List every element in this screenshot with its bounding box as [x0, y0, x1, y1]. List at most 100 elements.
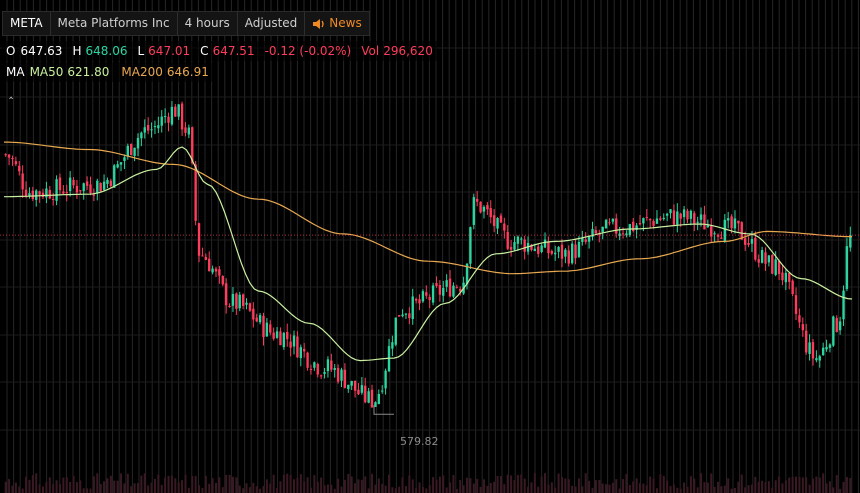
volume-bar	[795, 476, 798, 493]
interval-selector[interactable]: 4 hours	[178, 12, 238, 35]
candle-body	[482, 206, 486, 212]
ohlc-readout: O 647.63 H 648.06 L 647.01 C 647.51 -0.1…	[2, 41, 437, 61]
volume-bar	[225, 474, 228, 493]
volume-bar	[282, 474, 285, 493]
candle-body	[340, 369, 343, 381]
volume-bar	[486, 485, 489, 493]
news-button[interactable]: News	[305, 12, 368, 35]
candle-body	[21, 173, 24, 190]
volume-bar	[679, 488, 682, 493]
candle-body	[570, 243, 574, 264]
candle-body	[65, 192, 68, 194]
candle-body	[411, 296, 414, 320]
candle-body	[197, 223, 201, 256]
candle-body	[611, 218, 615, 222]
volume-bar	[299, 474, 302, 493]
volume-bar	[255, 486, 258, 493]
volume-bar	[767, 481, 770, 493]
ticker-symbol[interactable]: META	[3, 12, 51, 35]
volume-bar	[533, 473, 536, 493]
volume-bar	[455, 488, 458, 493]
candle-body	[455, 286, 459, 288]
candle-body	[384, 370, 387, 389]
candle-body	[265, 322, 269, 337]
volume-bar	[655, 488, 658, 493]
ma200-value: 646.91	[166, 65, 209, 79]
volume-bar	[513, 480, 516, 493]
candle-body	[177, 104, 180, 117]
volume-bar	[554, 487, 557, 493]
candle-body	[794, 295, 798, 314]
volume-bar	[391, 487, 394, 493]
volume-bar	[584, 473, 587, 493]
candle-body	[96, 180, 99, 194]
volume-bar	[35, 473, 38, 493]
volume-bar	[415, 488, 418, 493]
volume-bar	[306, 477, 309, 493]
volume-bar	[442, 475, 445, 493]
volume-bar	[581, 486, 584, 493]
candle-body	[835, 318, 838, 333]
candle-body	[180, 103, 184, 130]
candle-body	[184, 127, 187, 133]
volume-bar	[248, 487, 251, 493]
volume-bar	[208, 483, 211, 493]
volume-bar	[303, 481, 306, 493]
candle-body	[45, 188, 48, 198]
candle-body	[350, 380, 353, 386]
candle-body	[41, 192, 45, 197]
candle-body	[224, 283, 228, 306]
candle-body	[150, 129, 153, 131]
volume-bar	[157, 474, 160, 493]
volume-bar	[845, 476, 848, 493]
volume-bar	[221, 487, 224, 493]
adjustment-toggle[interactable]: Adjusted	[238, 12, 306, 35]
candle-body	[608, 222, 611, 224]
volume-bar	[832, 487, 835, 493]
volume-bar	[357, 479, 360, 493]
volume-bar	[611, 482, 614, 493]
volume-bar	[622, 479, 625, 493]
chevron-up-icon[interactable]: ‸	[9, 85, 14, 99]
volume-bar	[438, 476, 441, 493]
candle-body	[24, 189, 28, 197]
volume-bar	[242, 488, 245, 493]
volume-bar	[462, 485, 465, 493]
candle-body	[123, 157, 126, 161]
volume-bar	[52, 484, 55, 493]
volume-bar	[703, 482, 706, 493]
volume-bar	[574, 486, 577, 493]
volume-bar	[69, 481, 72, 493]
volume-bar	[662, 475, 665, 493]
volume-bar	[259, 488, 262, 493]
candle-body	[496, 217, 499, 229]
candle-body	[48, 189, 51, 199]
volume-bar	[435, 479, 438, 493]
speaker-icon	[313, 18, 324, 29]
candle-body	[842, 290, 845, 320]
volume-bar	[676, 487, 679, 493]
candle-body	[642, 218, 645, 224]
candle-body	[516, 236, 520, 244]
candle-body	[323, 372, 326, 374]
volume-bar	[571, 485, 574, 493]
candle-body	[513, 242, 516, 250]
candle-body	[710, 224, 713, 237]
volume-bar	[235, 477, 238, 493]
candle-body	[679, 213, 682, 219]
news-label: News	[329, 16, 362, 30]
volume-bar	[65, 477, 68, 493]
volume-bar	[540, 476, 543, 493]
volume-bar	[717, 481, 720, 493]
candle-body	[815, 358, 818, 361]
candle-body	[615, 218, 618, 234]
volume-bar	[330, 484, 333, 493]
candle-body	[760, 249, 764, 263]
volume-bar	[89, 488, 92, 493]
low-value: 647.01	[148, 44, 191, 58]
volume-bar	[591, 487, 594, 493]
candle-body	[62, 191, 65, 194]
candle-body	[401, 314, 404, 317]
